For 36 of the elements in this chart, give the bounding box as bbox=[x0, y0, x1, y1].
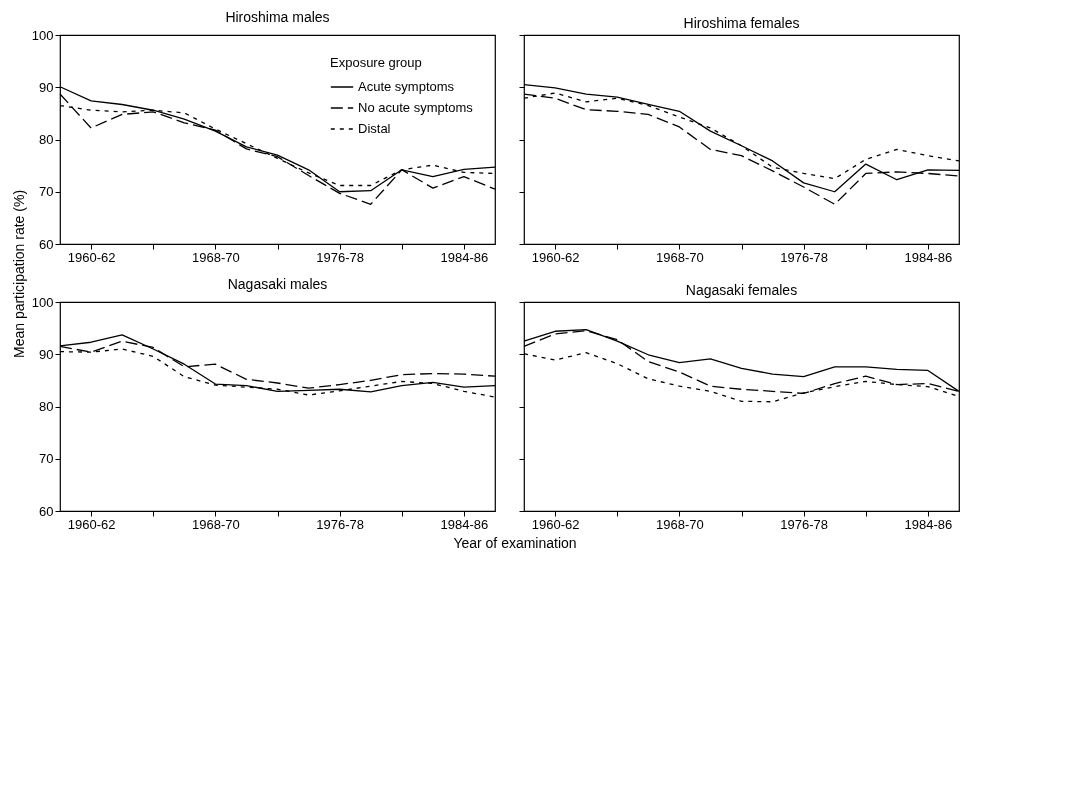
x-tick-label: 1960-62 bbox=[67, 516, 116, 532]
x-tick-label: 1960-62 bbox=[67, 249, 116, 265]
y-tick-label: 60 bbox=[39, 503, 54, 519]
x-tick-label: 1960-62 bbox=[531, 516, 580, 532]
x-tick-label: 1976-78 bbox=[780, 249, 828, 265]
x-tick-label: 1976-78 bbox=[316, 249, 364, 265]
x-tick-label: 1984-86 bbox=[904, 516, 953, 532]
chart-title: Hiroshima males bbox=[225, 9, 330, 25]
x-tick-label: 1968-70 bbox=[656, 249, 704, 265]
x-tick-label: 1960-62 bbox=[531, 249, 580, 265]
y-tick-label: 100 bbox=[31, 294, 54, 310]
y-tick-label: 70 bbox=[39, 451, 54, 467]
y-axis-title: Mean participation rate (%) bbox=[11, 189, 27, 359]
y-tick-label: 90 bbox=[39, 346, 54, 362]
x-tick-label: 1968-70 bbox=[656, 516, 704, 532]
x-tick-label: 1984-86 bbox=[440, 249, 489, 265]
y-tick-label: 100 bbox=[31, 27, 54, 43]
y-tick-label: 70 bbox=[39, 184, 54, 200]
chart-title: Nagasaki males bbox=[227, 276, 328, 292]
chart-title: Hiroshima females bbox=[683, 14, 800, 31]
x-tick-label: 1968-70 bbox=[192, 249, 240, 265]
x-tick-label: 1968-70 bbox=[192, 516, 240, 532]
legend-label: No acute symptoms bbox=[358, 100, 474, 115]
chart-title: Nagasaki females bbox=[685, 281, 798, 298]
y-tick-label: 80 bbox=[39, 132, 54, 147]
y-tick-label: 80 bbox=[39, 399, 54, 414]
legend-label: Distal bbox=[358, 121, 391, 136]
y-tick-label: 60 bbox=[39, 236, 54, 252]
legend-label: Acute symptoms bbox=[358, 79, 455, 94]
x-tick-label: 1984-86 bbox=[904, 249, 953, 265]
x-tick-label: 1984-86 bbox=[440, 516, 489, 532]
legend-title: Exposure group bbox=[330, 55, 422, 70]
y-tick-label: 90 bbox=[39, 79, 54, 95]
x-axis-title: Year of examination bbox=[453, 535, 577, 551]
x-tick-label: 1976-78 bbox=[780, 516, 828, 532]
x-tick-label: 1976-78 bbox=[316, 516, 364, 532]
